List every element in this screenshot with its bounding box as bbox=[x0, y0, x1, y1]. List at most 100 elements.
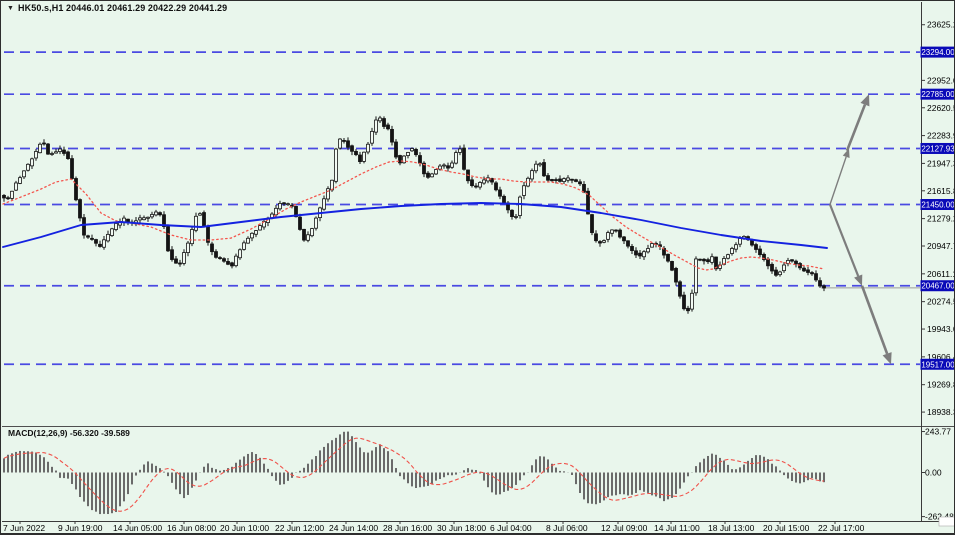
y-axis-tick-label: 20611.10 bbox=[927, 269, 955, 279]
candle-body bbox=[414, 148, 418, 156]
time-axis-tick-label: 14 Jun 05:00 bbox=[113, 523, 162, 533]
down-arrow-1[interactable] bbox=[828, 204, 860, 277]
candle-body bbox=[366, 143, 370, 153]
candle-body bbox=[694, 258, 698, 294]
candle-body bbox=[198, 213, 202, 216]
y-axis-tick-label: 23625.20 bbox=[927, 20, 955, 30]
candle-body bbox=[666, 253, 670, 262]
candle-body bbox=[70, 158, 74, 179]
candle-body bbox=[750, 239, 754, 246]
candle-body bbox=[90, 237, 94, 240]
candle-body bbox=[42, 142, 46, 145]
symbol-ohlc-text: HK50.s,H1 20446.01 20461.29 20422.29 204… bbox=[18, 3, 228, 13]
candle-body bbox=[22, 170, 26, 178]
candle-body bbox=[690, 292, 694, 310]
up-arrow-2-head bbox=[860, 94, 870, 107]
candle-body bbox=[822, 285, 826, 289]
candle-body bbox=[474, 185, 478, 188]
up-arrow-2[interactable] bbox=[845, 104, 867, 152]
candle-body bbox=[150, 214, 154, 218]
candle-body bbox=[758, 248, 762, 256]
candle-body bbox=[438, 165, 442, 170]
candle-body bbox=[394, 141, 398, 158]
candle-body bbox=[482, 179, 486, 184]
candle-body bbox=[282, 202, 286, 205]
candle-body bbox=[306, 234, 310, 241]
down-arrow-2[interactable] bbox=[860, 285, 889, 355]
candle-body bbox=[570, 178, 574, 181]
y-axis-tick-label: 19606.40 bbox=[927, 352, 955, 362]
candle-body bbox=[734, 244, 738, 250]
slow-ma-line bbox=[2, 202, 828, 249]
candle-body bbox=[730, 248, 734, 254]
candle-body bbox=[250, 232, 254, 239]
candle-body bbox=[286, 203, 290, 206]
candle-body bbox=[818, 280, 822, 287]
candle-body bbox=[54, 151, 58, 154]
candle-body bbox=[702, 258, 706, 262]
candle-body bbox=[114, 223, 118, 230]
price-level-tag-label: 22785.00 bbox=[921, 90, 955, 99]
candle-body bbox=[418, 155, 422, 164]
candle-body bbox=[222, 258, 226, 262]
candle-body bbox=[378, 117, 382, 122]
candle-body bbox=[238, 249, 242, 259]
price-level-tag[interactable] bbox=[920, 88, 955, 100]
price-level-tag[interactable] bbox=[920, 280, 955, 292]
candle-body bbox=[34, 151, 38, 159]
price-level-tag-label: 23294.00 bbox=[921, 48, 955, 57]
macd-axis-tick-label: 243.77 bbox=[925, 427, 951, 437]
candle-body bbox=[454, 152, 458, 164]
candle-body bbox=[546, 175, 550, 181]
candle-body bbox=[30, 158, 34, 167]
candle-body bbox=[2, 194, 6, 199]
candle-body bbox=[434, 169, 438, 175]
dropdown-marker-icon[interactable]: ▼ bbox=[7, 4, 15, 12]
candle-body bbox=[762, 253, 766, 260]
candle-body bbox=[326, 188, 330, 200]
candle-body bbox=[374, 119, 378, 133]
candle-body bbox=[786, 259, 790, 265]
candle-body bbox=[462, 147, 466, 170]
candle-body bbox=[398, 155, 402, 164]
candle-body bbox=[242, 242, 246, 250]
up-arrow-1[interactable] bbox=[829, 156, 847, 205]
candle-body bbox=[514, 216, 518, 218]
candle-body bbox=[470, 179, 474, 186]
candle-body bbox=[706, 259, 710, 263]
candle-body bbox=[422, 162, 426, 175]
time-axis-tick-label: 28 Jun 16:00 bbox=[383, 523, 432, 533]
candle-body bbox=[602, 240, 606, 243]
macd-axis-tick-label: 0.00 bbox=[925, 468, 942, 478]
time-axis-tick-label: 30 Jun 18:00 bbox=[437, 523, 486, 533]
price-level-tag[interactable] bbox=[920, 199, 955, 210]
candle-body bbox=[478, 182, 482, 188]
candle-body bbox=[622, 236, 626, 242]
candle-body bbox=[802, 267, 806, 272]
candle-body bbox=[550, 179, 554, 182]
price-level-tag[interactable] bbox=[920, 46, 955, 58]
candle-body bbox=[778, 271, 782, 276]
candle-body bbox=[142, 217, 146, 221]
candle-body bbox=[386, 124, 390, 130]
price-level-tag-label: 20467.00 bbox=[921, 282, 955, 291]
axis-corner-box bbox=[938, 516, 954, 527]
candle-body bbox=[458, 148, 462, 153]
candle-body bbox=[430, 173, 434, 178]
candle-body bbox=[634, 250, 638, 256]
candle-body bbox=[502, 195, 506, 204]
price-level-tag-label: 21450.00 bbox=[921, 201, 955, 210]
candle-body bbox=[646, 248, 650, 253]
price-level-tag[interactable] bbox=[920, 358, 955, 370]
price-level-tag[interactable] bbox=[920, 142, 955, 154]
candle-body bbox=[574, 179, 578, 182]
y-axis-tick-label: 20274.50 bbox=[927, 297, 955, 307]
candle-body bbox=[614, 229, 618, 232]
candle-body bbox=[234, 255, 238, 267]
candle-body bbox=[146, 216, 150, 219]
candle-body bbox=[554, 179, 558, 181]
candle-body bbox=[302, 228, 306, 241]
candle-body bbox=[498, 189, 502, 197]
